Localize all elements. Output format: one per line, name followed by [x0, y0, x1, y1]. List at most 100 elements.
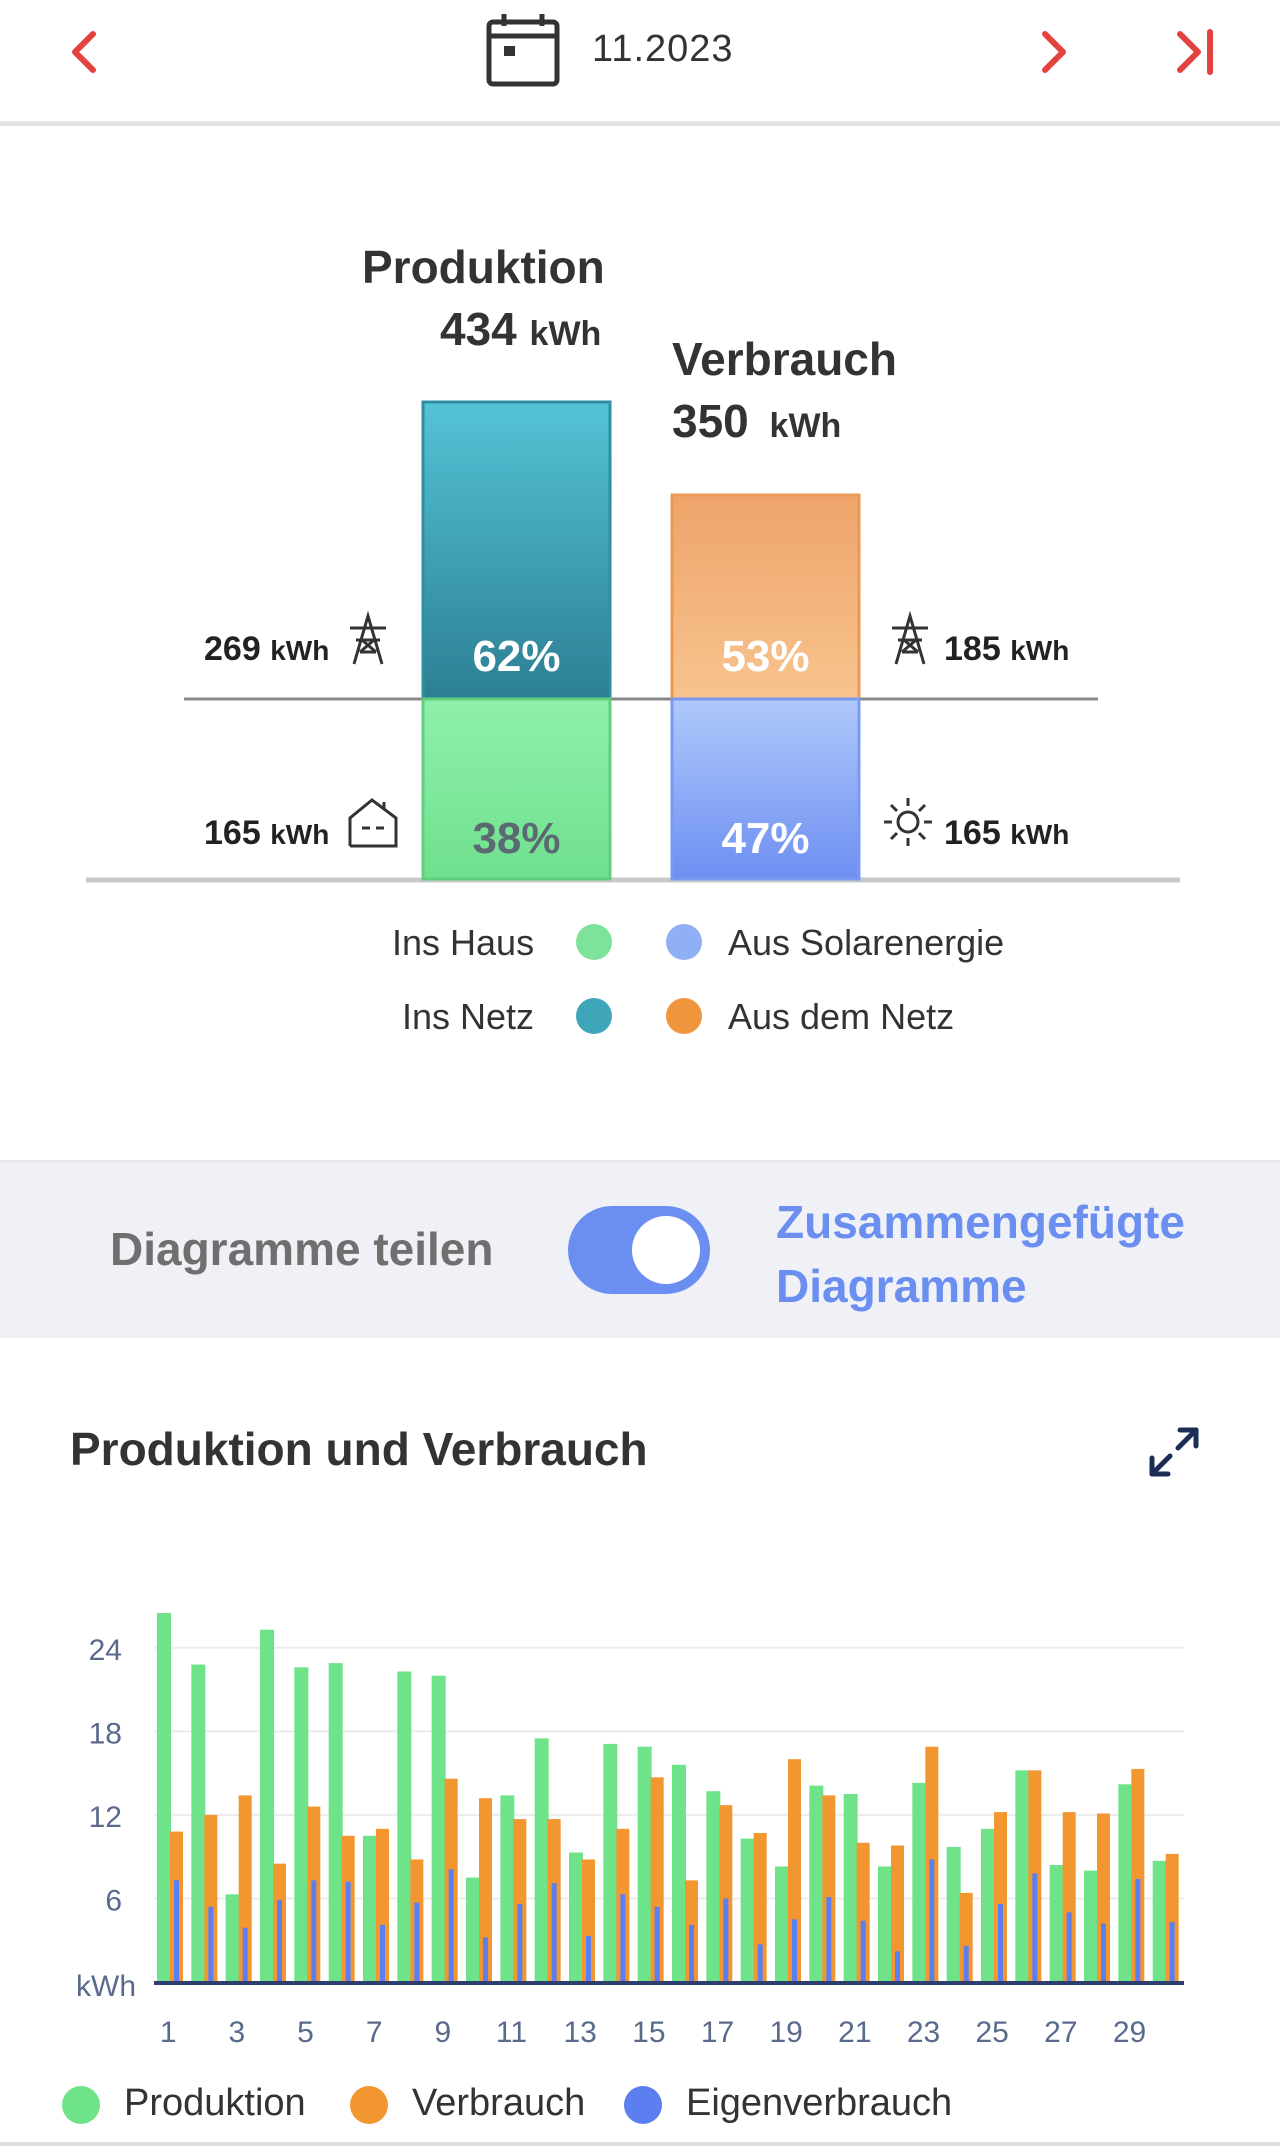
production-to-house-bar: [421, 697, 612, 881]
merged-charts-label[interactable]: Zusammengefügte Diagramme: [776, 1190, 1246, 1318]
consumption-from-solar-bar: [670, 697, 861, 881]
last-month-button[interactable]: [1166, 22, 1226, 82]
split-charts-label[interactable]: Diagramme teilen: [110, 1223, 494, 1275]
production-house-percent: 38%: [472, 814, 561, 863]
x-tick-label: 29: [1113, 2016, 1146, 2049]
power-pylon-icon: [892, 610, 928, 665]
legend-aus-solar-label: Aus Solarenergie: [728, 922, 1005, 963]
x-tick-label: 3: [228, 2016, 245, 2049]
produktion-bar: [603, 1743, 618, 1982]
chart-legend-verbrauch-label[interactable]: Verbrauch: [412, 2082, 586, 2124]
previous-month-button[interactable]: [54, 22, 114, 82]
produktion-bar: [637, 1746, 652, 1982]
power-pylon-icon: [350, 610, 386, 665]
produktion-bar: [1118, 1784, 1133, 1982]
produktion-bar: [500, 1795, 515, 1982]
x-tick-label: 27: [1044, 2016, 1077, 2049]
verbrauch-bar: [479, 1798, 492, 1982]
calendar-button[interactable]: [484, 12, 562, 88]
produktion-bar: [706, 1791, 721, 1982]
production-house-unit: kWh: [270, 819, 330, 850]
eigenverbrauch-bar: [689, 1924, 694, 1982]
consumption-total: 350 kWh: [672, 394, 841, 448]
verbrauch-bar: [238, 1795, 252, 1982]
eigenverbrauch-bar: [311, 1880, 317, 1982]
calendar-icon: [486, 14, 560, 87]
eigenverbrauch-bar: [1032, 1873, 1038, 1982]
eigenverbrauch-bar: [963, 1945, 969, 1982]
expand-chart-button[interactable]: [1146, 1424, 1202, 1480]
eigenverbrauch-bar: [1135, 1878, 1141, 1982]
legend-aus-netz-dot: [666, 998, 702, 1034]
verbrauch-bar: [788, 1759, 801, 1982]
produktion-bar: [225, 1894, 240, 1982]
chart-legend-produktion-dot[interactable]: [62, 2086, 100, 2124]
eigenverbrauch-bar: [1066, 1912, 1072, 1982]
eigenverbrauch-bar: [414, 1902, 420, 1982]
eigenverbrauch-bar: [380, 1924, 385, 1982]
y-tick-label: 18: [89, 1717, 122, 1750]
verbrauch-bar: [582, 1859, 595, 1982]
toggle-knob: [632, 1216, 700, 1284]
eigenverbrauch-bar: [757, 1944, 763, 1982]
eigenverbrauch-bar: [654, 1906, 660, 1982]
date-navigation-bar: 11.2023: [0, 0, 1280, 126]
produktion-bar: [1049, 1865, 1064, 1982]
chevron-left-icon: [72, 31, 96, 73]
production-house-number: 165: [204, 814, 261, 852]
produktion-bar: [672, 1764, 686, 1982]
eigenverbrauch-bar: [448, 1869, 454, 1982]
bottom-divider: [0, 2142, 1280, 2146]
consumption-grid-unit: kWh: [1010, 635, 1070, 666]
production-grid-percent: 62%: [472, 632, 561, 681]
eigenverbrauch-bar: [895, 1951, 900, 1982]
x-tick-label: 19: [769, 2016, 802, 2049]
chart-title: Produktion und Verbrauch: [70, 1423, 648, 1475]
consumption-title: Verbrauch: [672, 333, 897, 385]
produktion-bar: [775, 1866, 789, 1982]
x-tick-label: 15: [632, 2016, 665, 2049]
verbrauch-bar: [1131, 1768, 1145, 1982]
legend-aus-solar-dot: [666, 924, 702, 960]
verbrauch-bar: [719, 1805, 733, 1982]
chart-legend-produktion-label[interactable]: Produktion: [124, 2082, 306, 2124]
eigenverbrauch-bar: [998, 1904, 1003, 1982]
production-to-grid-bar: [421, 400, 612, 701]
produktion-bar: [157, 1613, 171, 1982]
production-grid-value: 269 kWh: [204, 630, 329, 669]
verbrauch-bar: [1097, 1813, 1110, 1982]
produktion-bar: [1084, 1870, 1098, 1982]
y-tick-label: 6: [105, 1884, 122, 1917]
eigenverbrauch-bar: [1101, 1923, 1106, 1982]
energy-split-bars: [86, 400, 1180, 883]
eigenverbrauch-bar: [1169, 1922, 1175, 1982]
chart-mode-toggle[interactable]: [568, 1206, 710, 1294]
produktion-bar: [569, 1852, 583, 1982]
merged-charts-label-line2: Diagramme: [776, 1260, 1027, 1312]
consumption-grid-number: 185: [944, 630, 1001, 668]
next-month-button[interactable]: [1024, 22, 1084, 82]
production-grid-unit: kWh: [270, 635, 330, 666]
verbrauch-bar: [1062, 1812, 1076, 1982]
legend-aus-netz-label: Aus dem Netz: [728, 996, 955, 1037]
chevron-right-icon: [1042, 31, 1066, 73]
y-axis-unit-label: kWh: [76, 1970, 136, 2003]
produktion-bar: [191, 1664, 206, 1982]
x-tick-label: 9: [434, 2016, 451, 2049]
chart-legend-eigenverbrauch-dot[interactable]: [624, 2086, 662, 2124]
legend-ins-netz-label: Ins Netz: [402, 996, 535, 1037]
selected-month-label[interactable]: 11.2023: [592, 28, 734, 70]
legend-ins-netz-dot: [576, 998, 612, 1034]
chart-legend-verbrauch-dot[interactable]: [350, 2086, 388, 2124]
produktion-bar: [466, 1877, 480, 1982]
verbrauch-bar: [994, 1812, 1007, 1982]
eigenverbrauch-bar: [483, 1937, 488, 1982]
produktion-bar: [1152, 1860, 1167, 1982]
eigenverbrauch-bar: [208, 1906, 214, 1982]
y-tick-label: 12: [89, 1801, 122, 1834]
production-total-unit: kWh: [529, 315, 602, 353]
consumption-grid-value: 185 kWh: [944, 630, 1069, 669]
eigenverbrauch-bar: [929, 1859, 935, 1982]
chart-legend-eigenverbrauch-label[interactable]: Eigenverbrauch: [686, 2082, 953, 2124]
eigenverbrauch-bar: [620, 1894, 626, 1982]
